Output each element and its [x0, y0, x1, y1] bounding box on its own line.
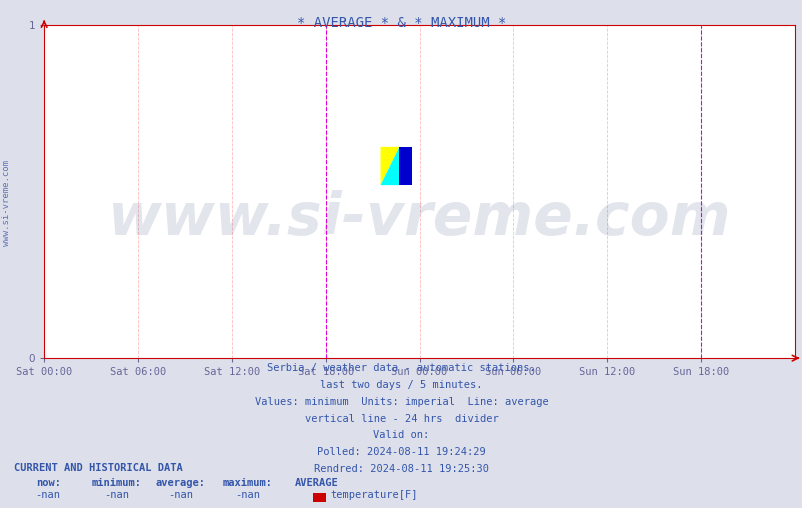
- Text: * AVERAGE * & * MAXIMUM *: * AVERAGE * & * MAXIMUM *: [297, 16, 505, 30]
- Text: average:: average:: [156, 478, 205, 488]
- Text: temperature[F]: temperature[F]: [330, 490, 418, 500]
- Text: www.si-vreme.com: www.si-vreme.com: [2, 160, 11, 246]
- Text: Valid on:: Valid on:: [373, 430, 429, 440]
- Text: minimum:: minimum:: [91, 478, 141, 488]
- Polygon shape: [380, 147, 399, 185]
- Text: CURRENT AND HISTORICAL DATA: CURRENT AND HISTORICAL DATA: [14, 463, 183, 473]
- Text: Serbia / weather data - automatic stations.: Serbia / weather data - automatic statio…: [267, 363, 535, 373]
- Text: maximum:: maximum:: [222, 478, 272, 488]
- Text: now:: now:: [35, 478, 61, 488]
- Text: Polled: 2024-08-11 19:24:29: Polled: 2024-08-11 19:24:29: [317, 447, 485, 457]
- Text: -nan: -nan: [168, 490, 193, 500]
- Polygon shape: [399, 147, 411, 185]
- Text: Values: minimum  Units: imperial  Line: average: Values: minimum Units: imperial Line: av…: [254, 397, 548, 407]
- Text: vertical line - 24 hrs  divider: vertical line - 24 hrs divider: [304, 414, 498, 424]
- Text: AVERAGE: AVERAGE: [295, 478, 338, 488]
- Text: last two days / 5 minutes.: last two days / 5 minutes.: [320, 380, 482, 390]
- Text: www.si-vreme.com: www.si-vreme.com: [107, 190, 731, 247]
- Text: -nan: -nan: [103, 490, 129, 500]
- Polygon shape: [380, 147, 399, 185]
- Text: -nan: -nan: [234, 490, 260, 500]
- Text: -nan: -nan: [35, 490, 61, 500]
- Text: Rendred: 2024-08-11 19:25:30: Rendred: 2024-08-11 19:25:30: [314, 464, 488, 474]
